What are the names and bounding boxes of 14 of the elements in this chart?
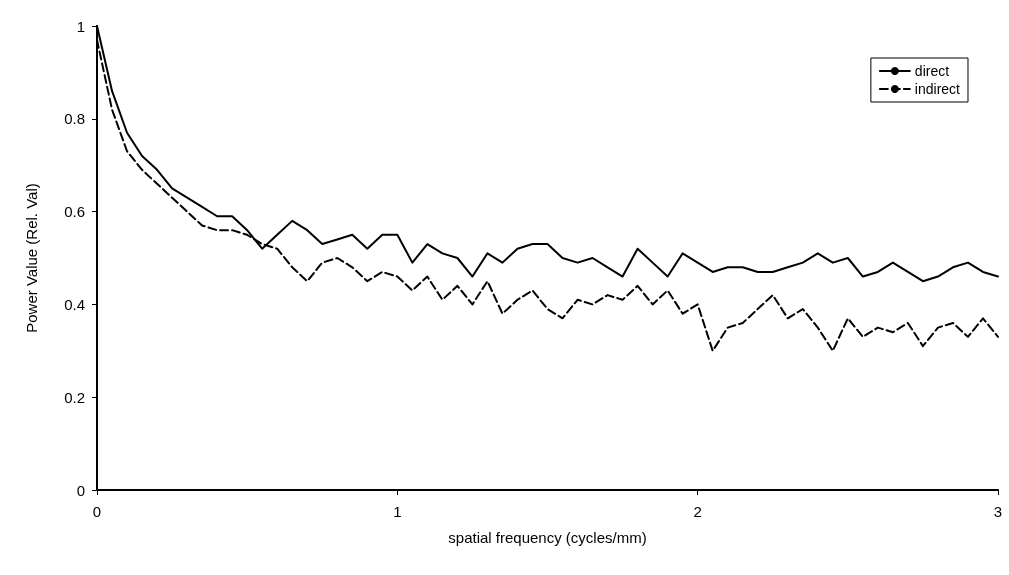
legend-label: direct [914, 63, 950, 79]
x-axis-title: spatial frequency (cycles/mm) [448, 529, 647, 546]
y-tick-label: 0 [76, 481, 85, 499]
y-tick-label: 0.2 [64, 388, 85, 406]
y-tick-label: 0.6 [64, 203, 85, 221]
x-tick-label: 0 [92, 503, 102, 520]
legend-label: indirect [914, 81, 961, 97]
x-tick-label: 2 [693, 503, 702, 520]
y-tick-label: 1 [76, 17, 85, 35]
y-axis-title: Power Value (Rel. Val) [23, 183, 40, 333]
x-tick-label: 1 [393, 503, 402, 520]
y-tick-label: 0.4 [64, 295, 85, 313]
y-tick-label: 0.8 [64, 110, 85, 128]
x-tick-label: 3 [993, 503, 1003, 520]
